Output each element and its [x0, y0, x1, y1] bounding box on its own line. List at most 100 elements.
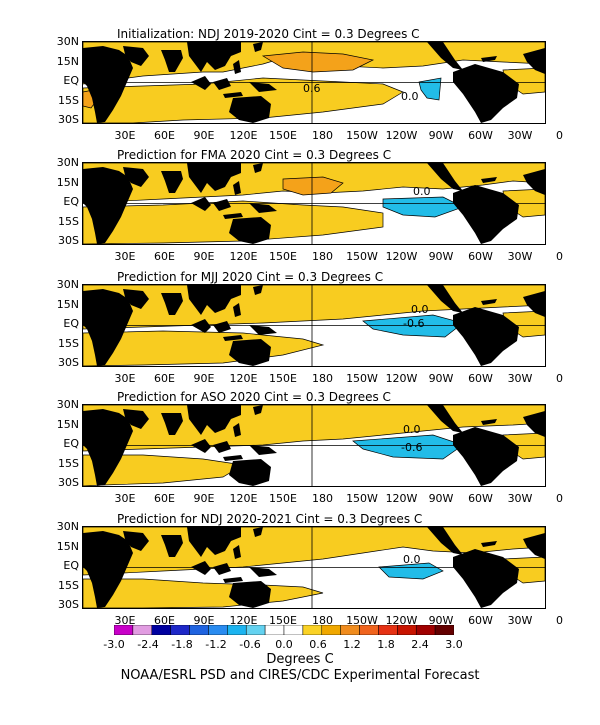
longitude-label: 120E — [229, 492, 258, 505]
latitude-label: 30S — [58, 234, 79, 247]
landmass — [123, 531, 149, 551]
landmass — [249, 82, 277, 92]
longitude-label: 60E — [154, 614, 175, 627]
longitude-label: 0 — [556, 614, 563, 627]
longitude-label: 180 — [312, 492, 333, 505]
landmass — [481, 541, 497, 547]
longitude-label: 60E — [154, 250, 175, 263]
latitude-label: 15S — [58, 214, 79, 228]
landmass — [427, 405, 463, 433]
colorbar-swatch — [245, 625, 266, 635]
colorbar-swatch — [378, 625, 398, 635]
longitude-label: 90W — [428, 614, 454, 627]
latitude-label: 15N — [56, 417, 79, 431]
colorbar-swatch — [302, 625, 323, 635]
longitude-label: 150W — [346, 492, 378, 505]
colorbar-tick-label: -2.4 — [137, 638, 159, 651]
sst-anomaly-map: 0.0 -0.6 — [82, 404, 546, 487]
landmass — [427, 42, 463, 70]
landmass — [191, 76, 211, 90]
landmass — [161, 535, 183, 557]
landmass — [187, 405, 241, 435]
landmass — [123, 409, 149, 429]
landmass — [83, 46, 133, 123]
sst-anomaly-map: 0.0 — [82, 162, 546, 245]
colorbar-swatch — [189, 625, 209, 635]
longitude-label: 150E — [269, 614, 297, 627]
contour-label: 0.0 — [411, 303, 429, 316]
longitude-label: 150W — [346, 372, 378, 385]
contour-label: 0.0 — [413, 185, 431, 198]
landmass — [427, 163, 463, 191]
latitude-label: EQ — [63, 317, 79, 330]
longitude-label: 120E — [229, 372, 258, 385]
longitude-label: 30W — [507, 492, 533, 505]
longitude-label: 150W — [346, 614, 378, 627]
colorbar-tick-label: -1.2 — [205, 638, 227, 651]
landmass — [453, 307, 519, 366]
latitude-label: 30S — [58, 476, 79, 489]
longitude-label: 90E — [193, 372, 215, 385]
longitude-label: 90E — [193, 129, 215, 142]
landmass — [187, 42, 241, 72]
colorbar-swatch — [132, 625, 153, 635]
latitude-label: EQ — [63, 559, 79, 572]
colorbar-tick-label: 2.4 — [411, 638, 429, 651]
longitude-label: 90W — [428, 129, 454, 142]
colorbar-swatch — [397, 625, 417, 635]
landmass — [427, 285, 463, 313]
landmass — [233, 303, 241, 317]
longitude-label: 60W — [468, 372, 493, 385]
colorbar-swatch — [170, 625, 190, 635]
landmass — [191, 197, 211, 211]
colorbar — [114, 625, 454, 635]
colorbar-swatch — [340, 625, 360, 635]
longitude-label: 30E — [114, 129, 136, 142]
longitude-label: 150E — [269, 129, 297, 142]
landmass — [223, 92, 243, 98]
colorbar-swatch — [359, 625, 379, 635]
longitude-label: 60W — [468, 250, 493, 263]
colorbar-swatch — [151, 625, 171, 635]
landmass — [223, 213, 243, 219]
latitude-label: 15S — [58, 456, 79, 470]
landmass — [213, 321, 231, 333]
longitude-label: 90E — [193, 250, 215, 263]
landmass — [253, 163, 263, 173]
longitude-label: 60W — [468, 614, 493, 627]
latitude-label: 30N — [56, 278, 79, 291]
longitude-label: 0 — [556, 129, 563, 142]
landmass — [427, 527, 463, 555]
landmass — [161, 50, 183, 72]
landmass — [191, 439, 211, 453]
landmass — [229, 581, 271, 608]
colorbar-swatch — [227, 625, 247, 635]
latitude-label: 15S — [58, 578, 79, 592]
latitude-label: 15N — [56, 297, 79, 311]
longitude-label: 180 — [312, 250, 333, 263]
landmass — [453, 427, 519, 486]
contour-label: 0.0 — [401, 90, 419, 103]
landmass — [223, 455, 243, 461]
colorbar-tick-label: 0.0 — [275, 638, 293, 651]
landmass — [253, 42, 263, 52]
colorbar-swatch — [208, 625, 228, 635]
colorbar-swatch — [415, 625, 436, 635]
latitude-label: 15S — [58, 336, 79, 350]
panel-title: Prediction for MJJ 2020 Cint = 0.3 Degre… — [117, 270, 384, 284]
longitude-label: 90W — [428, 250, 454, 263]
colorbar-tick-label: 0.6 — [309, 638, 327, 651]
anomaly-region — [83, 454, 245, 486]
longitude-label: 180 — [312, 129, 333, 142]
landmass — [233, 60, 241, 74]
longitude-label: 30E — [114, 372, 136, 385]
landmass — [83, 409, 133, 486]
longitude-label: 150W — [346, 129, 378, 142]
longitude-label: 150E — [269, 250, 297, 263]
landmass — [213, 78, 231, 90]
longitude-label: 120W — [385, 492, 418, 505]
footer-credit: NOAA/ESRL PSD and CIRES/CDC Experimental… — [120, 668, 480, 683]
landmass — [123, 46, 149, 66]
colorbar-tick-label: -3.0 — [103, 638, 125, 651]
landmass — [453, 549, 519, 608]
